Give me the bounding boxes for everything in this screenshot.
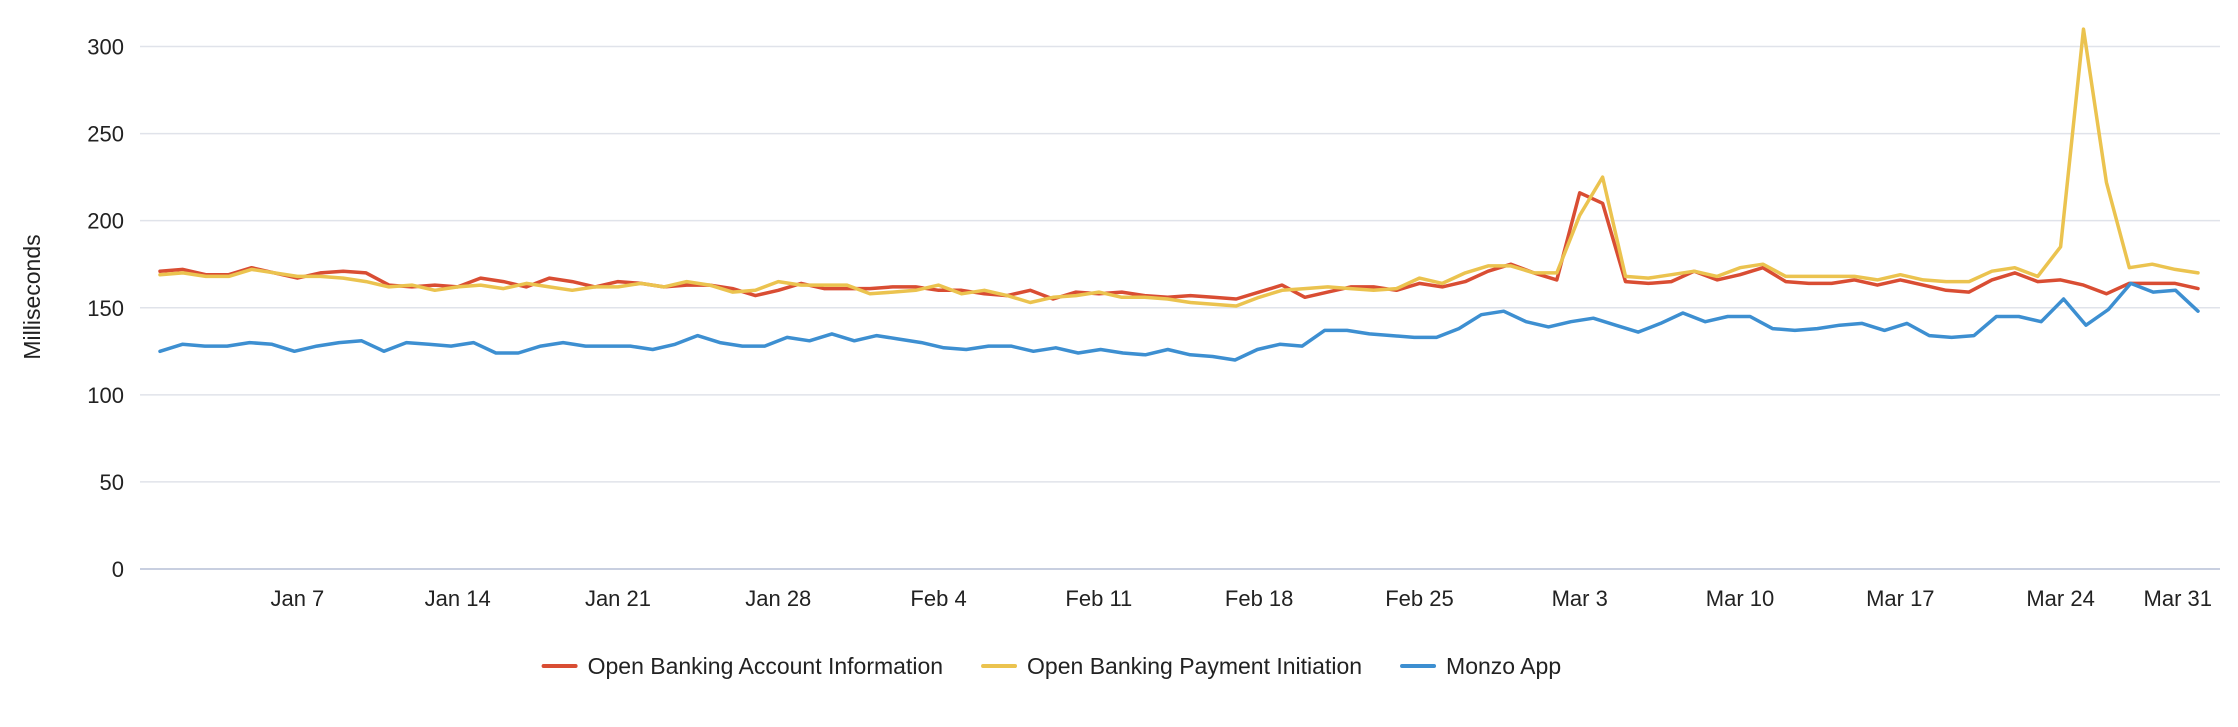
x-tick-label: Mar 10 xyxy=(1706,586,1774,611)
legend-item-2[interactable]: Monzo App xyxy=(1400,653,1561,679)
legend: Open Banking Account Information Open Ban… xyxy=(541,653,1561,679)
gridlines xyxy=(140,45,2220,570)
legend-label: Open Banking Account Information xyxy=(588,653,943,679)
series-line-2 xyxy=(158,281,2200,362)
x-tick-label: Feb 18 xyxy=(1225,586,1294,611)
series-line-0 xyxy=(158,191,2200,301)
x-tick-label: Mar 17 xyxy=(1866,586,1934,611)
x-tick-label: Mar 3 xyxy=(1552,586,1608,611)
x-axis-ticks: Jan 7 Jan 14 Jan 21 Jan 28 Feb 4 Feb 11 Feb 18… xyxy=(270,586,2212,611)
x-tick-label: Feb 4 xyxy=(910,586,966,611)
legend-item-0[interactable]: Open Banking Account Information xyxy=(541,653,943,679)
y-tick-label: 250 xyxy=(87,122,124,147)
series-line-1 xyxy=(158,27,2200,308)
x-tick-label: Jan 7 xyxy=(270,586,324,611)
legend-label: Monzo App xyxy=(1446,653,1561,679)
y-tick-label: 0 xyxy=(112,557,124,582)
x-tick-label: Mar 24 xyxy=(2026,586,2094,611)
x-tick-label: Jan 14 xyxy=(425,586,491,611)
y-axis-ticks: 0 50 100 150 200 250 300 xyxy=(87,35,124,583)
legend-item-1[interactable]: Open Banking Payment Initiation xyxy=(981,653,1362,679)
x-tick-label: Jan 28 xyxy=(745,586,811,611)
y-tick-label: 300 xyxy=(87,35,124,60)
y-tick-label: 150 xyxy=(87,296,124,321)
legend-label: Open Banking Payment Initiation xyxy=(1027,653,1362,679)
y-tick-label: 50 xyxy=(100,470,124,495)
x-tick-label: Feb 25 xyxy=(1385,586,1454,611)
y-tick-label: 200 xyxy=(87,209,124,234)
series-lines xyxy=(158,27,2200,362)
x-tick-label: Jan 21 xyxy=(585,586,651,611)
x-tick-label: Feb 11 xyxy=(1065,586,1132,611)
x-tick-label: Mar 31 xyxy=(2144,586,2212,611)
y-axis-title: Milliseconds xyxy=(19,234,45,359)
y-tick-label: 100 xyxy=(87,383,124,408)
